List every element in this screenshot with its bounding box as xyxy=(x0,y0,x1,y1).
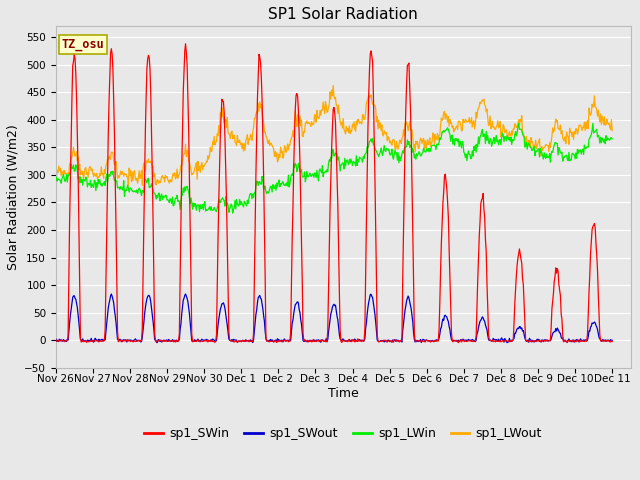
sp1_LWout xyxy=(330,83,337,88)
sp1_SWout xyxy=(182,291,189,297)
sp1_SWin xyxy=(609,338,616,344)
sp1_LWin xyxy=(589,120,596,126)
Text: TZ_osu: TZ_osu xyxy=(61,38,104,51)
sp1_SWout xyxy=(327,311,335,317)
sp1_LWin xyxy=(52,177,60,183)
sp1_SWin xyxy=(174,337,182,343)
sp1_LWin xyxy=(198,205,205,211)
Line: sp1_SWin: sp1_SWin xyxy=(56,44,612,343)
sp1_LWin xyxy=(435,140,443,145)
sp1_SWout xyxy=(436,331,444,337)
sp1_LWin xyxy=(174,198,182,204)
sp1_LWout xyxy=(175,173,182,179)
sp1_SWin xyxy=(559,332,566,337)
sp1_LWin xyxy=(229,210,237,216)
sp1_SWout xyxy=(559,336,566,341)
sp1_SWout xyxy=(175,338,182,344)
sp1_SWin xyxy=(326,203,334,208)
sp1_SWin xyxy=(454,340,462,346)
sp1_SWout xyxy=(200,337,207,343)
sp1_SWout xyxy=(153,340,161,346)
Title: SP1 Solar Radiation: SP1 Solar Radiation xyxy=(268,7,418,22)
sp1_LWin xyxy=(609,136,616,142)
sp1_LWin xyxy=(326,158,334,164)
sp1_LWin xyxy=(380,143,388,148)
Line: sp1_SWout: sp1_SWout xyxy=(56,294,612,343)
sp1_SWout xyxy=(381,338,389,344)
Line: sp1_LWin: sp1_LWin xyxy=(56,123,612,213)
sp1_SWin xyxy=(52,338,60,344)
sp1_LWout xyxy=(436,132,444,138)
X-axis label: Time: Time xyxy=(328,387,358,400)
sp1_LWout xyxy=(381,130,389,135)
sp1_LWin xyxy=(558,149,566,155)
Legend: sp1_SWin, sp1_SWout, sp1_LWin, sp1_LWout: sp1_SWin, sp1_SWout, sp1_LWin, sp1_LWout xyxy=(140,422,547,445)
sp1_SWout xyxy=(609,337,616,343)
sp1_SWin xyxy=(380,337,388,343)
sp1_LWout xyxy=(609,128,616,133)
sp1_SWin xyxy=(198,338,206,344)
Line: sp1_LWout: sp1_LWout xyxy=(56,85,612,186)
sp1_SWout xyxy=(52,336,60,342)
sp1_LWout xyxy=(326,89,334,95)
Y-axis label: Solar Radiation (W/m2): Solar Radiation (W/m2) xyxy=(7,124,20,270)
sp1_SWin xyxy=(182,41,189,47)
sp1_LWout xyxy=(559,135,566,141)
sp1_SWin xyxy=(435,326,443,332)
sp1_LWout xyxy=(198,167,206,173)
sp1_LWout xyxy=(125,183,132,189)
sp1_LWout xyxy=(52,168,60,174)
